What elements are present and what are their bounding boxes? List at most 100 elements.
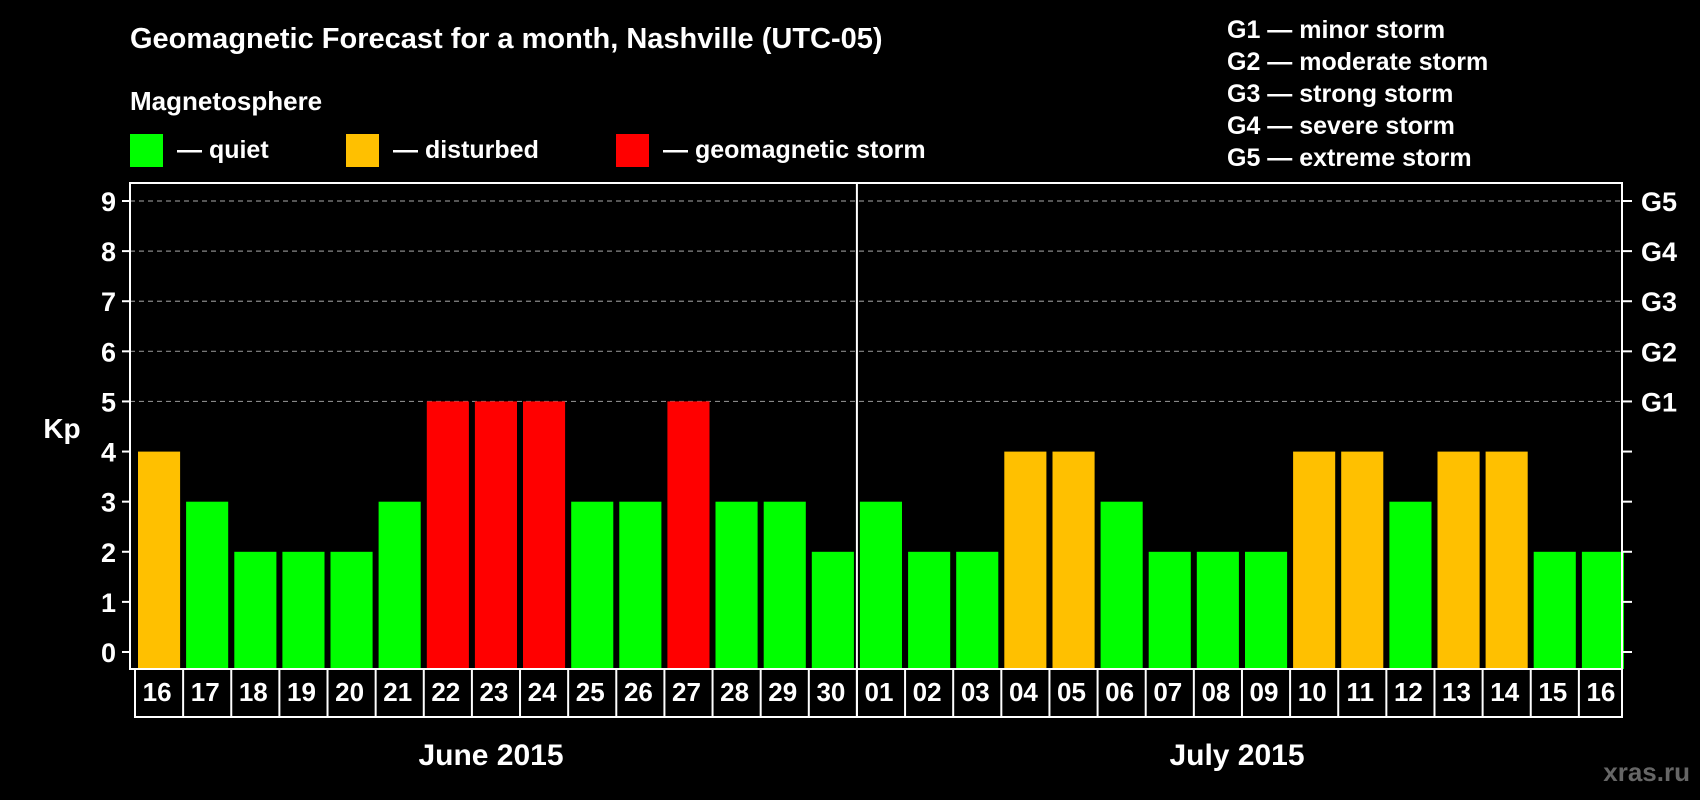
bar-30 [1581, 551, 1624, 669]
date-row-frame [134, 668, 1623, 718]
bar-14 [811, 551, 854, 669]
bar-17 [956, 551, 999, 669]
y-tick-label: 0 [101, 638, 116, 668]
date-label: 04 [1009, 677, 1038, 707]
bar-3 [282, 551, 325, 669]
date-label: 28 [720, 677, 749, 707]
bar-11 [667, 401, 710, 669]
bar-8 [523, 401, 566, 669]
legend-swatch-quiet [130, 134, 163, 167]
date-label: 18 [239, 677, 268, 707]
date-label: 03 [961, 677, 990, 707]
y-tick-label: 1 [101, 588, 116, 618]
bar-21 [1148, 551, 1191, 669]
legend-label-disturbed: — disturbed [393, 136, 539, 164]
month-label-0: June 2015 [418, 739, 563, 772]
y-tick-label: 3 [101, 488, 116, 518]
bar-19 [1052, 451, 1095, 669]
date-label: 22 [431, 677, 460, 707]
date-label: 16 [1586, 677, 1615, 707]
date-label: 30 [816, 677, 845, 707]
storm-level-label: G4 [1641, 237, 1677, 267]
storm-scale-legend: G1 — minor storm G2 — moderate storm G3 … [1227, 16, 1488, 172]
storm-scale-g4: G4 — severe storm [1227, 112, 1455, 140]
date-label: 15 [1538, 677, 1567, 707]
bar-20 [1100, 501, 1143, 669]
y-tick-label: 9 [101, 187, 116, 217]
bar-28 [1485, 451, 1528, 669]
bar-4 [330, 551, 373, 669]
y-tick-label: 8 [101, 237, 116, 267]
date-label: 10 [1298, 677, 1327, 707]
date-label: 13 [1442, 677, 1471, 707]
date-label: 01 [865, 677, 894, 707]
y-axis-ticks: 0 1 2 3 4 5 6 7 8 9 [101, 187, 130, 668]
date-cells: 16 17 18 19 20 21 22 23 24 25 26 27 28 29 30 01 02 03 04 05… [134, 668, 1623, 718]
bar-6 [426, 401, 469, 669]
bar-26 [1389, 501, 1432, 669]
date-label: 12 [1394, 677, 1423, 707]
bar-27 [1437, 451, 1480, 669]
color-legend: — quiet — disturbed — geomagnetic storm [130, 134, 926, 167]
date-label: 11 [1347, 677, 1375, 707]
date-label: 08 [1201, 677, 1230, 707]
bar-16 [908, 551, 951, 669]
legend-label-quiet: — quiet [177, 136, 269, 164]
y-axis-label: Kp [43, 413, 80, 444]
bar-24 [1293, 451, 1336, 669]
legend-swatch-storm [616, 134, 649, 167]
date-label: 25 [576, 677, 605, 707]
bar-2 [234, 551, 277, 669]
month-label-1: July 2015 [1169, 739, 1304, 772]
bar-7 [474, 401, 517, 669]
bar-10 [619, 501, 662, 669]
grid-lines [130, 200, 1622, 403]
chart-subtitle: Magnetosphere [130, 86, 322, 116]
date-label: 29 [768, 677, 797, 707]
storm-level-label: G2 [1641, 337, 1677, 367]
bar-25 [1341, 451, 1384, 669]
month-labels: June 2015 July 2015 [418, 739, 1304, 772]
bar-13 [763, 501, 806, 669]
date-label: 14 [1490, 677, 1519, 707]
bar-12 [715, 501, 758, 669]
bar-18 [1004, 451, 1047, 669]
storm-scale-g1: G1 — minor storm [1227, 16, 1445, 44]
date-label: 07 [1153, 677, 1182, 707]
date-label: 16 [143, 677, 172, 707]
bar-0 [138, 451, 181, 669]
bar-23 [1245, 551, 1288, 669]
storm-scale-g2: G2 — moderate storm [1227, 48, 1488, 76]
date-label: 27 [672, 677, 701, 707]
chart-title: Geomagnetic Forecast for a month, Nashvi… [130, 23, 883, 55]
date-label: 24 [528, 677, 557, 707]
bars [138, 401, 1624, 669]
y-tick-label: 7 [101, 287, 116, 317]
right-axis-storm-levels: G1 G2 G3 G4 G5 [1622, 187, 1677, 653]
date-label: 02 [913, 677, 942, 707]
date-label: 17 [191, 677, 220, 707]
storm-scale-g3: G3 — strong storm [1227, 80, 1453, 108]
storm-level-label: G1 [1641, 387, 1677, 417]
date-label: 23 [480, 677, 509, 707]
y-tick-label: 4 [101, 438, 116, 468]
legend-swatch-disturbed [346, 134, 379, 167]
watermark: xras.ru [1603, 757, 1690, 787]
legend-label-storm: — geomagnetic storm [663, 136, 926, 164]
storm-level-label: G3 [1641, 287, 1677, 317]
date-label: 19 [287, 677, 316, 707]
bar-29 [1533, 551, 1576, 669]
y-tick-label: 5 [101, 387, 116, 417]
date-label: 09 [1250, 677, 1279, 707]
bar-15 [859, 501, 902, 669]
date-label: 05 [1057, 677, 1086, 707]
bar-1 [186, 501, 229, 669]
storm-level-label: G5 [1641, 187, 1677, 217]
date-label: 26 [624, 677, 653, 707]
date-label: 06 [1105, 677, 1134, 707]
storm-scale-g5: G5 — extreme storm [1227, 144, 1472, 172]
date-label: 21 [383, 677, 412, 707]
bar-22 [1196, 551, 1239, 669]
bar-9 [571, 501, 614, 669]
